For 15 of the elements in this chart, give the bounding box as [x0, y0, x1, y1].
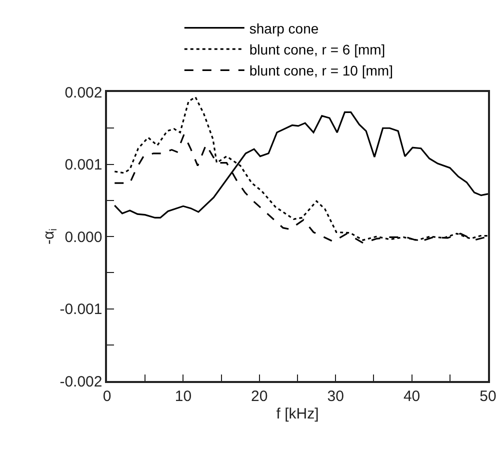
- legend-label: blunt cone, r = 6 [mm]: [249, 41, 386, 58]
- x-tick-label: 10: [174, 388, 192, 405]
- text: -0.002: [60, 373, 102, 390]
- legend-label: blunt cone, r = 10 [mm]: [249, 62, 393, 79]
- x-axis-title: f [kHz]: [276, 405, 319, 422]
- y-tick-label: 0.002: [64, 84, 102, 102]
- x-tick-label: 40: [403, 388, 420, 405]
- y-tick-label: 0.000: [64, 228, 102, 246]
- x-tick-label: 30: [327, 388, 344, 405]
- y-tick-label: -0.001: [60, 301, 102, 318]
- y-tick-label: 0.001: [64, 156, 102, 174]
- x-tick-label: 20: [251, 388, 268, 405]
- legend-label: sharp cone: [249, 20, 319, 36]
- x-tick-label: 50: [480, 388, 496, 405]
- x-tick-label: 0: [102, 388, 112, 405]
